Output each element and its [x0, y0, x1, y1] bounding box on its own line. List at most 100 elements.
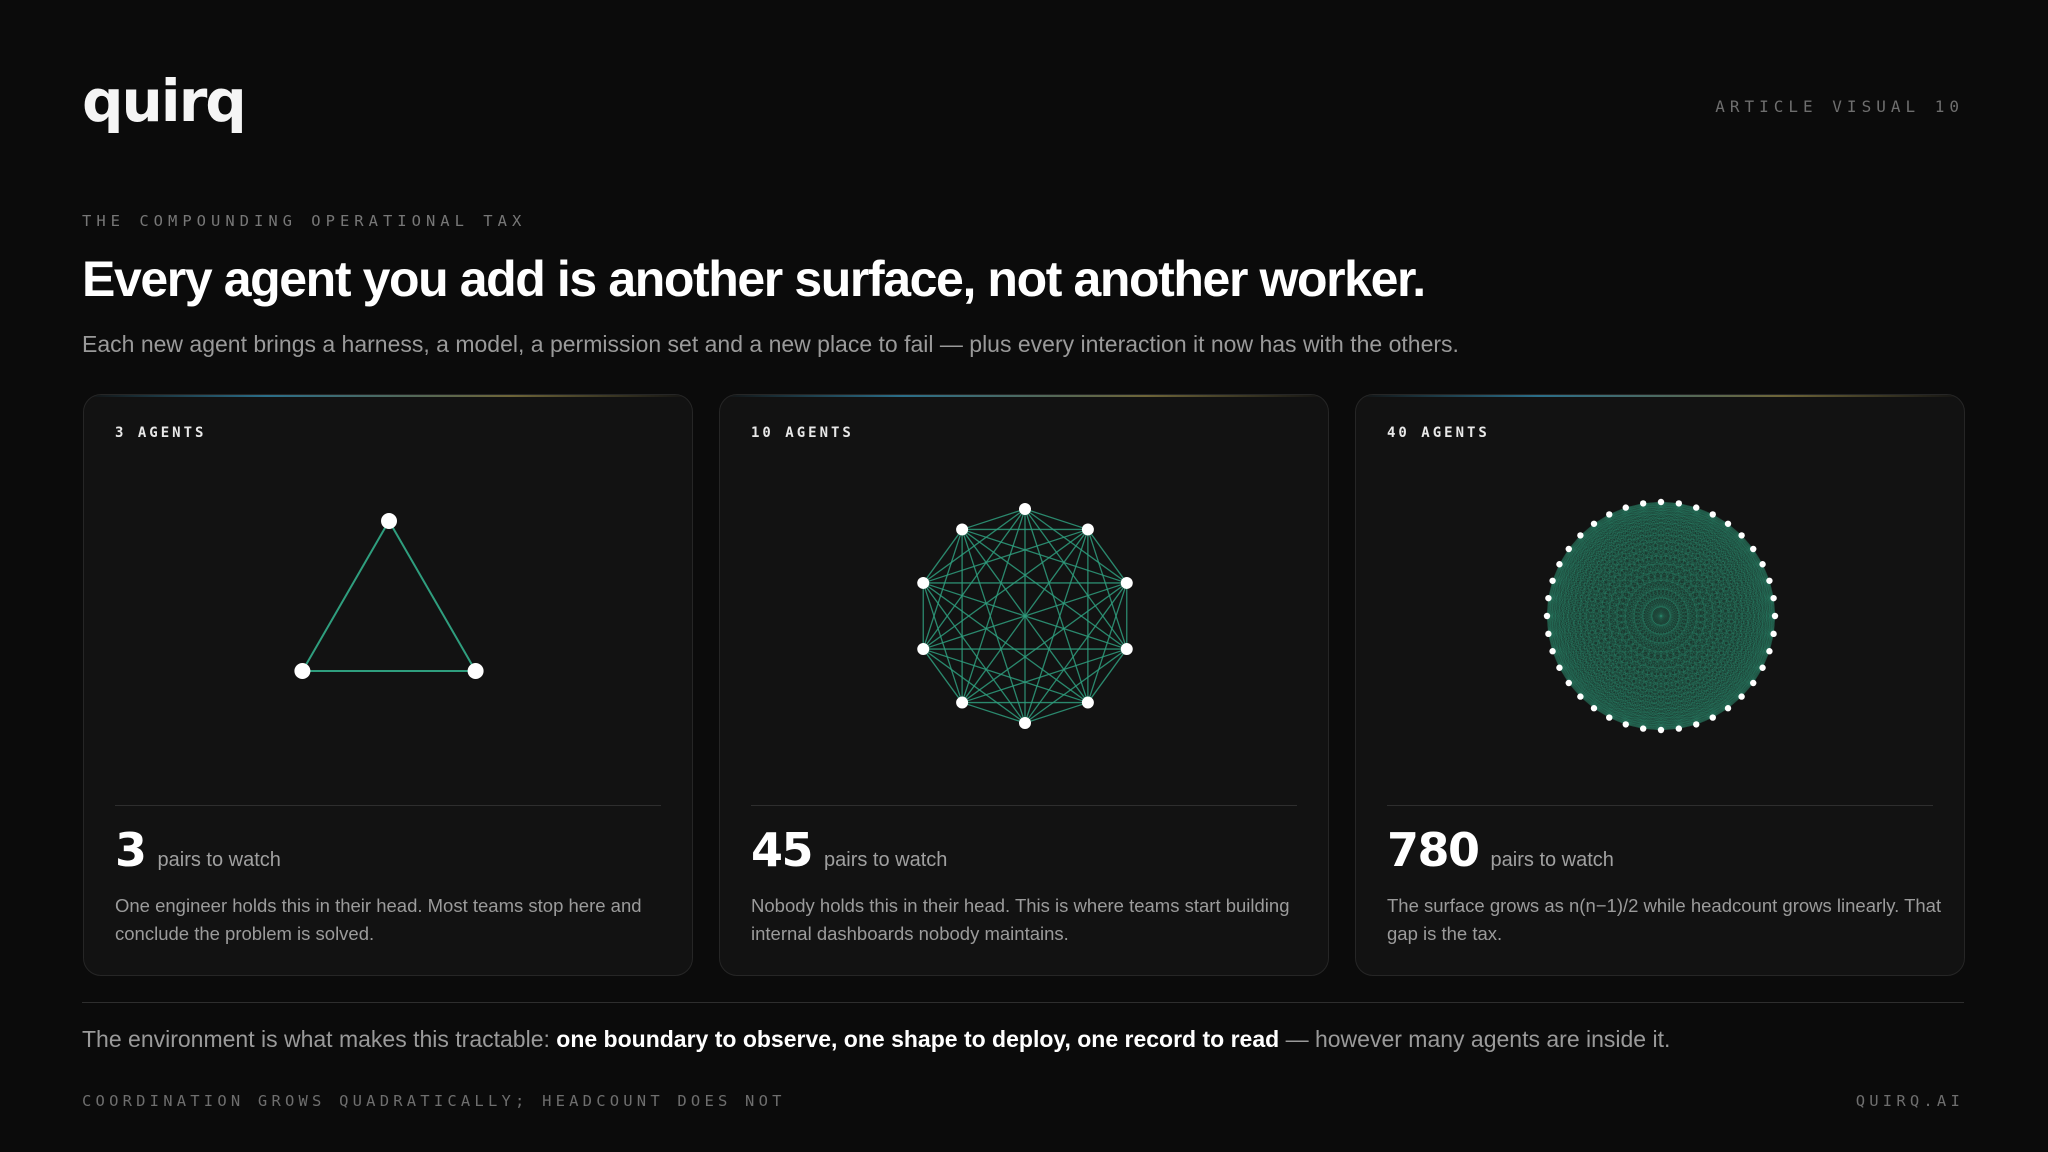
graph-edge	[1552, 580, 1774, 635]
conclusion: The environment is what makes this tract…	[82, 1026, 1670, 1053]
graph-edge	[1559, 564, 1680, 729]
graph-edge	[1559, 514, 1610, 565]
graph-edge	[1695, 514, 1713, 725]
footer-tagline: COORDINATION GROWS QUADRATICALLY; HEADCO…	[82, 1092, 786, 1110]
graph-edge	[1593, 615, 1776, 709]
graph-edge	[1678, 523, 1729, 729]
graph-edge	[1568, 682, 1713, 718]
graph-edge	[1696, 507, 1742, 536]
graph-node	[1693, 721, 1700, 728]
graph-edge	[1696, 507, 1774, 599]
graph-edge	[1580, 696, 1662, 731]
graph-edge	[1580, 615, 1776, 697]
graph-node	[1770, 630, 1777, 638]
graph-edge	[1548, 633, 1595, 709]
graph-edge	[1593, 501, 1662, 525]
graph-edge	[1580, 503, 1644, 697]
graph-edge	[1580, 535, 1776, 617]
graph-edge	[1625, 651, 1770, 725]
graph-edge	[1593, 514, 1713, 709]
page-title: Every agent you add is another surface, …	[82, 251, 1426, 307]
graph-edge	[1552, 580, 1610, 718]
graph-edge	[1568, 548, 1713, 718]
graph-edge	[1593, 535, 1742, 709]
graph-edge	[1548, 580, 1770, 599]
graph-edge	[1695, 523, 1729, 725]
graph-edge	[1568, 548, 1763, 668]
graph-edge	[1559, 503, 1644, 565]
graph-edge	[1625, 507, 1776, 617]
graph-edge	[1559, 535, 1742, 668]
graph-edge	[1727, 564, 1763, 709]
graph-edge	[1568, 535, 1742, 684]
graph-edge	[1660, 501, 1754, 550]
graph-edge	[1609, 514, 1627, 725]
graph-edge	[1548, 548, 1570, 599]
graph-edge	[1568, 548, 1627, 725]
graph-node	[1545, 630, 1552, 638]
graph-edge	[1727, 633, 1774, 709]
graph-edge	[1568, 548, 1697, 725]
graph-edge	[1559, 514, 1610, 668]
graph-edge	[1559, 501, 1662, 668]
graph-edge	[1552, 580, 1581, 697]
graph-edge	[1552, 514, 1713, 582]
graph-edge	[1568, 650, 1770, 684]
graph-edge	[1568, 548, 1595, 709]
graph-edge	[1559, 633, 1774, 668]
pairs-label: pairs to watch	[1490, 849, 1614, 871]
graph-edge	[1552, 535, 1742, 582]
graph-edge	[1609, 514, 1742, 697]
graph-edge	[1593, 523, 1713, 718]
graph-edge	[1660, 682, 1754, 731]
graph-edge	[1643, 503, 1729, 525]
conclusion-emphasis: one boundary to observe, one shape to de…	[556, 1026, 1280, 1052]
graph-edge	[1678, 503, 1774, 634]
edges	[301, 520, 477, 672]
graph-edge	[1696, 507, 1774, 634]
graph-edge	[1548, 548, 1754, 635]
graph-edge	[1568, 507, 1626, 550]
graph-edge	[1552, 580, 1595, 709]
graph-edge	[1762, 615, 1776, 668]
graph-edge	[1580, 535, 1770, 582]
graph-edge	[1580, 696, 1729, 709]
graph-edge	[1752, 633, 1774, 684]
graph-edge	[1712, 514, 1763, 565]
graph-edge	[1568, 503, 1644, 550]
graph-edge	[1727, 523, 1763, 565]
graph-edge	[1559, 564, 1754, 684]
graph-edge	[1593, 514, 1610, 709]
graph-edge	[961, 701, 1026, 724]
graph-edge	[1593, 523, 1644, 729]
graph-edge	[1593, 523, 1742, 536]
graph-node	[1545, 594, 1552, 602]
graph-edge	[1552, 580, 1770, 652]
graph-edge	[1559, 564, 1570, 684]
graph-edge	[1625, 564, 1763, 725]
graph-edge	[1548, 633, 1729, 709]
graph-edge	[1625, 507, 1754, 684]
graph-edge	[1087, 648, 1128, 703]
graph-edge	[1568, 535, 1742, 550]
graph-edge	[1559, 564, 1763, 668]
graph-edge	[1660, 501, 1770, 652]
graph-edge	[1609, 514, 1644, 729]
graph-edge	[1548, 564, 1763, 635]
graph-edge	[1593, 523, 1610, 718]
graph-node	[1622, 721, 1629, 728]
graph-edge	[1546, 615, 1770, 652]
graph-node	[1709, 511, 1716, 518]
graph-edge	[1548, 597, 1713, 718]
graph-edge	[1660, 535, 1742, 731]
section-rule	[82, 1002, 1964, 1003]
graph-edge	[1548, 633, 1570, 684]
graph-edge	[1552, 650, 1754, 684]
graph-edge	[1593, 523, 1729, 709]
graph-edge	[1625, 507, 1754, 550]
graph-edge	[1546, 615, 1774, 635]
graph-edge	[1643, 615, 1776, 729]
graph-edge	[922, 508, 1026, 650]
graph-edge	[1580, 696, 1644, 729]
graph-edge	[1024, 508, 1128, 650]
